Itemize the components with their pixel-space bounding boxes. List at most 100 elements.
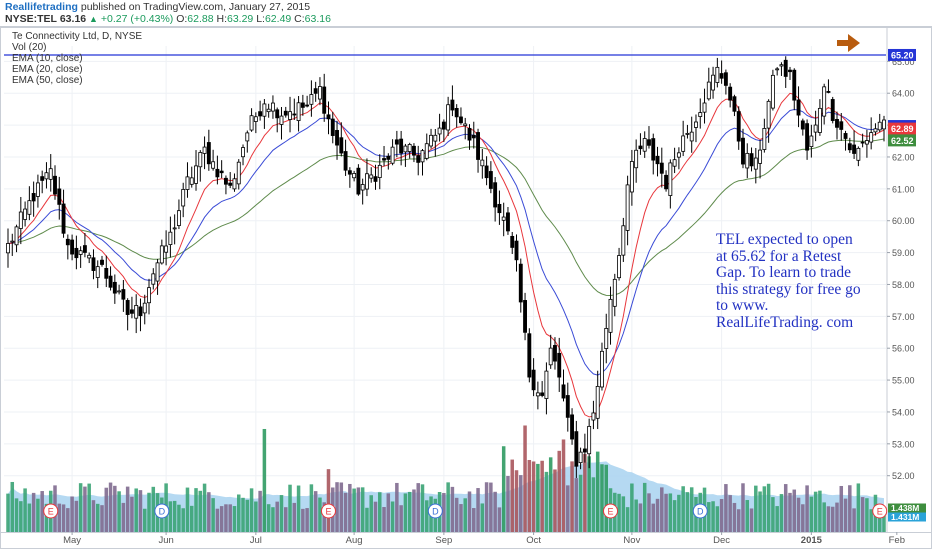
candle[interactable] [138,306,143,317]
candle[interactable] [300,102,305,108]
candle[interactable] [800,120,805,130]
candle[interactable] [689,131,694,142]
candle[interactable] [53,175,57,195]
candle[interactable] [23,208,28,220]
candle[interactable] [608,298,613,333]
candle[interactable] [275,109,280,119]
candle[interactable] [578,451,583,464]
candle[interactable] [121,289,126,300]
candle[interactable] [518,263,523,303]
candle[interactable] [749,153,754,167]
candle[interactable] [270,102,275,112]
candle[interactable] [305,104,310,107]
candle[interactable] [523,300,527,333]
candle[interactable] [852,144,857,154]
candle[interactable] [262,103,267,117]
candle[interactable] [728,86,733,101]
event-marker[interactable] [320,503,336,519]
candle[interactable] [14,226,19,246]
candle[interactable] [283,110,288,116]
candle[interactable] [446,104,451,131]
author-link[interactable]: Reallifetrading [5,1,78,13]
candle[interactable] [484,165,489,179]
candle[interactable] [142,302,147,314]
candle[interactable] [245,132,250,142]
candle[interactable] [830,99,835,121]
candle[interactable] [87,254,92,259]
candle[interactable] [112,281,117,294]
candle[interactable] [27,200,32,215]
candle[interactable] [864,140,869,145]
candle[interactable] [65,238,70,246]
candle[interactable] [762,128,767,150]
candle[interactable] [488,171,493,189]
candle[interactable] [719,73,724,79]
candle[interactable] [151,273,156,285]
candle[interactable] [480,159,485,167]
candle[interactable] [206,142,211,165]
candle[interactable] [766,100,771,129]
candle[interactable] [676,152,681,158]
candle[interactable] [587,425,592,455]
candle[interactable] [343,151,348,171]
candle[interactable] [394,139,399,145]
event-marker[interactable] [154,503,170,519]
candle[interactable] [617,255,622,279]
candle[interactable] [779,64,784,67]
candle[interactable] [309,94,314,105]
candle[interactable] [531,369,536,391]
candle[interactable] [202,146,207,154]
candle[interactable] [215,168,220,178]
candle[interactable] [497,203,502,214]
candle[interactable] [527,333,532,378]
candle[interactable] [591,412,596,421]
candle[interactable] [412,145,416,156]
candle[interactable] [557,352,562,378]
candle[interactable] [642,138,647,152]
candle[interactable] [459,116,463,124]
candle[interactable] [685,132,690,135]
candle[interactable] [198,152,203,168]
candle[interactable] [318,86,322,100]
candle[interactable] [70,239,75,255]
event-marker[interactable] [603,503,619,519]
candle[interactable] [326,114,331,120]
candle[interactable] [681,135,686,152]
legend-item-ema20[interactable]: EMA (20, close) [12,64,83,75]
candle[interactable] [454,108,459,118]
candle[interactable] [736,111,741,142]
event-marker[interactable] [872,503,888,519]
candle[interactable] [501,216,506,221]
candle[interactable] [634,149,639,169]
candle[interactable] [535,392,540,397]
candle[interactable] [715,66,720,83]
candle[interactable] [565,395,570,418]
candle[interactable] [792,69,797,101]
candle[interactable] [805,123,810,151]
candle[interactable] [655,155,660,165]
candle[interactable] [514,240,519,261]
candle[interactable] [493,182,498,208]
candle[interactable] [185,176,190,190]
candle[interactable] [249,115,254,131]
candle[interactable] [796,99,801,116]
candle[interactable] [783,59,788,77]
candle[interactable] [600,350,604,388]
candle[interactable] [100,259,104,265]
candle[interactable] [873,128,878,133]
candle[interactable] [407,144,412,152]
candle[interactable] [835,119,839,128]
candle[interactable] [732,96,737,112]
candle[interactable] [57,188,62,205]
candle[interactable] [826,91,831,93]
candle[interactable] [211,161,216,169]
candle[interactable] [296,102,301,122]
candle[interactable] [181,189,186,207]
candle[interactable] [322,86,327,114]
candle[interactable] [219,170,224,174]
candle[interactable] [570,414,574,440]
candle[interactable] [753,157,758,170]
candle[interactable] [108,275,113,288]
candle[interactable] [147,287,151,304]
